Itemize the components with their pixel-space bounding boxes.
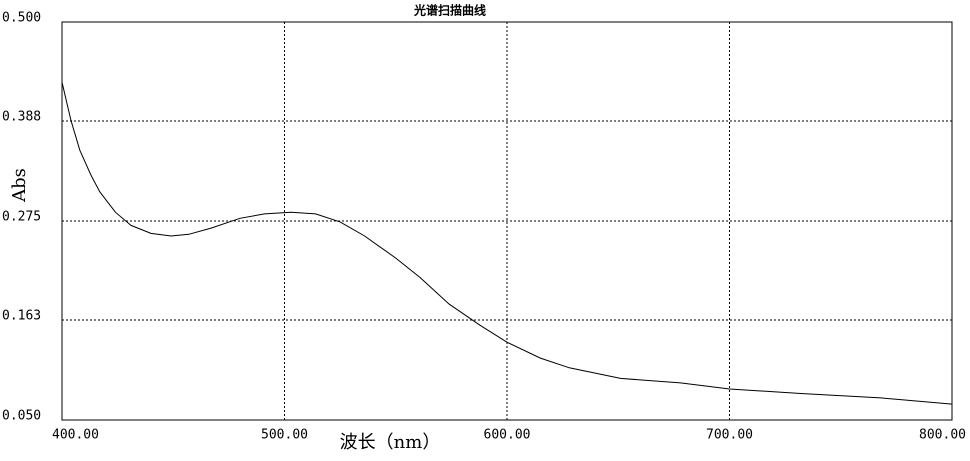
- x-tick-label: 500.00: [261, 428, 308, 443]
- chart: 光谱扫描曲线 波长（nm） Abs 0.050 0.163 0.275 0.388 0.…: [0, 0, 970, 461]
- x-tick-label: 600.00: [484, 428, 531, 443]
- y-tick-label: 0.500: [2, 11, 41, 26]
- y-axis-label: Abs: [9, 168, 30, 203]
- y-tick-label: 0.050: [2, 409, 41, 424]
- x-tick-label: 700.00: [706, 428, 753, 443]
- y-tick-label: 0.275: [2, 210, 41, 225]
- chart-title: 光谱扫描曲线: [413, 3, 486, 18]
- y-tick-label: 0.388: [2, 110, 41, 125]
- x-axis-label: 波长（nm）: [340, 432, 441, 453]
- x-tick-label: 400.00: [52, 428, 99, 443]
- y-tick-label: 0.163: [2, 309, 41, 324]
- x-tick-label: 800.00: [919, 428, 966, 443]
